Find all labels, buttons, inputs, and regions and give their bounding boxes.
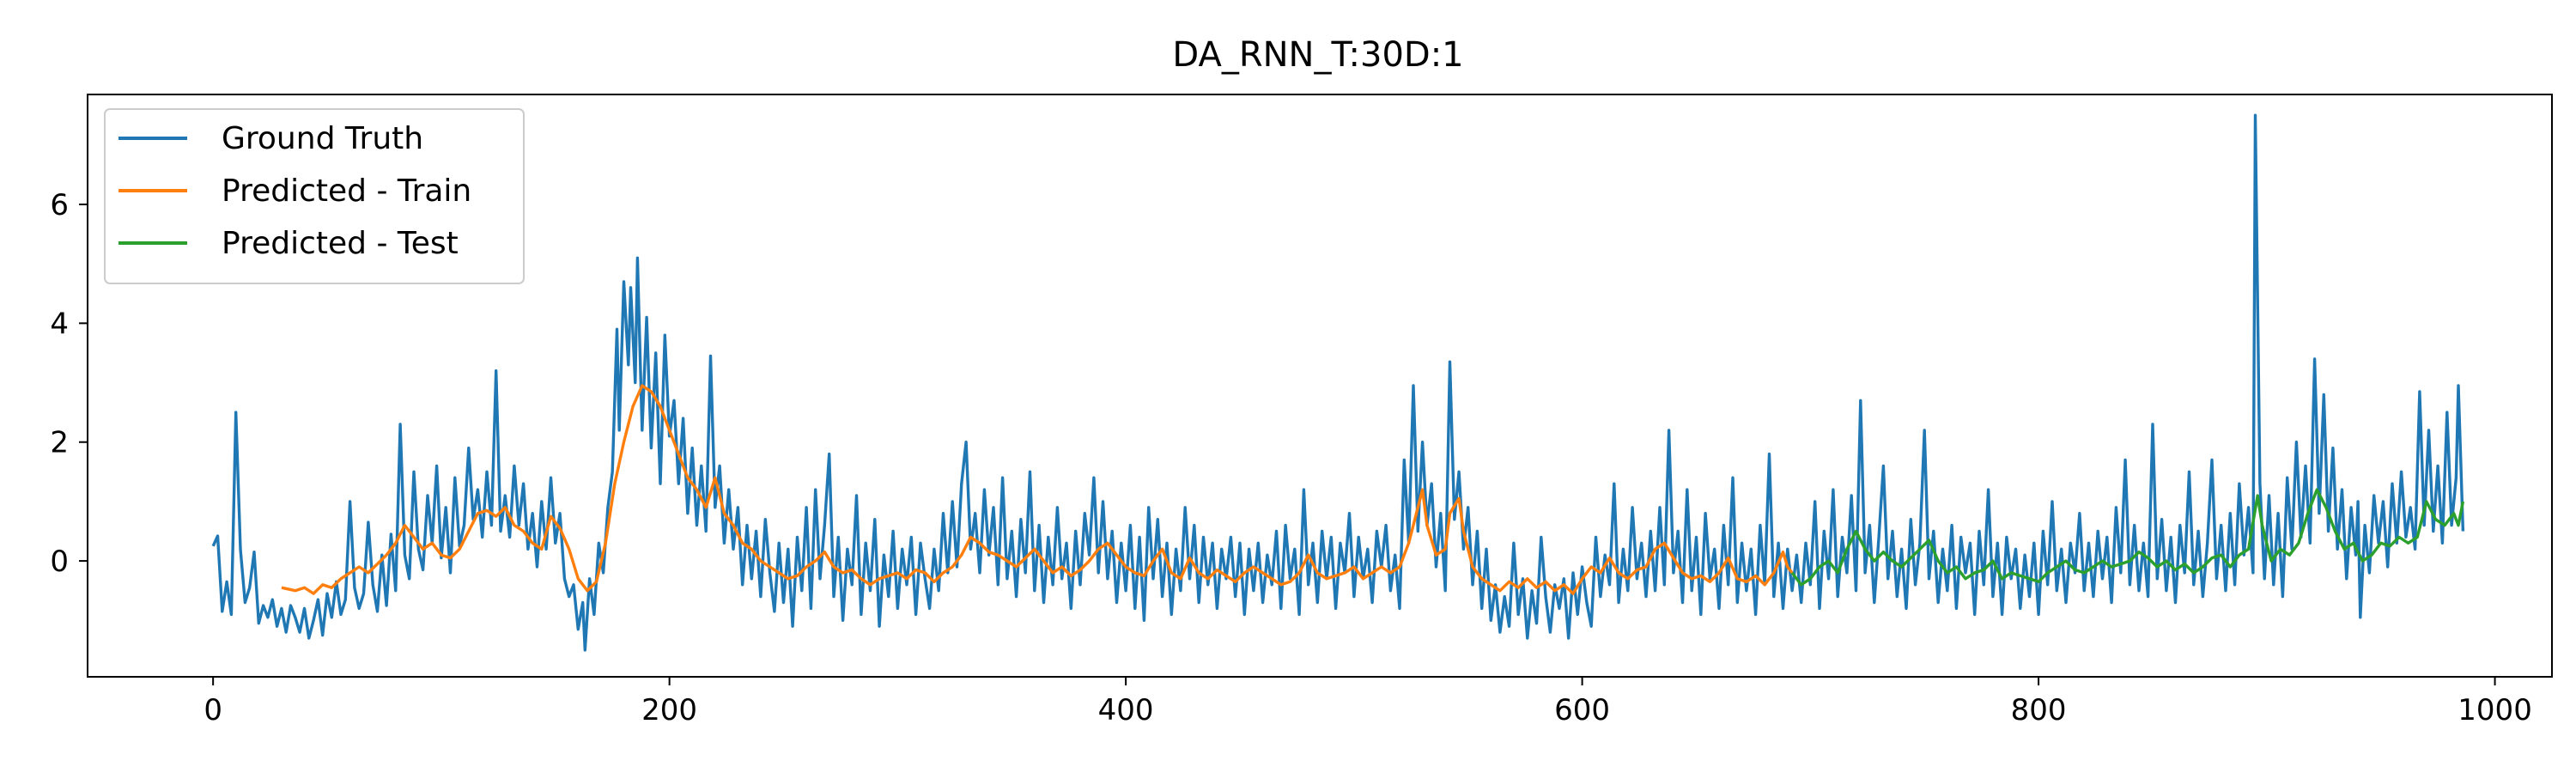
chart-title: DA_RNN_T:30D:1 [1172, 35, 1463, 75]
y-tick-label: 4 [50, 307, 69, 341]
series-line-2 [281, 384, 1794, 595]
y-tick-label: 6 [50, 188, 69, 222]
series-line-3 [1790, 488, 2465, 587]
x-tick-label: 200 [641, 693, 697, 727]
x-tick-label: 800 [2011, 693, 2067, 727]
plot-frame [87, 94, 2553, 678]
x-axis: 0 200 400 600 800 1000 [204, 677, 2532, 727]
y-tick-label: 2 [50, 426, 69, 460]
series-line-1 [211, 113, 2465, 652]
legend-box [104, 108, 525, 284]
legend-label: Ground Truth [222, 121, 423, 156]
legend-label: Predicted - Train [222, 173, 471, 209]
legend-label: Predicted - Test [222, 226, 459, 261]
series-layer [211, 113, 2465, 652]
x-tick-label: 400 [1098, 693, 1154, 727]
x-tick-label: 1000 [2458, 693, 2532, 727]
y-axis: 0 2 4 6 [50, 188, 88, 579]
y-tick-label: 0 [50, 545, 69, 579]
x-tick-label: 600 [1554, 693, 1610, 727]
legend: Ground Truth Predicted - Train Predicted -… [104, 108, 525, 284]
x-tick-label: 0 [204, 693, 222, 727]
